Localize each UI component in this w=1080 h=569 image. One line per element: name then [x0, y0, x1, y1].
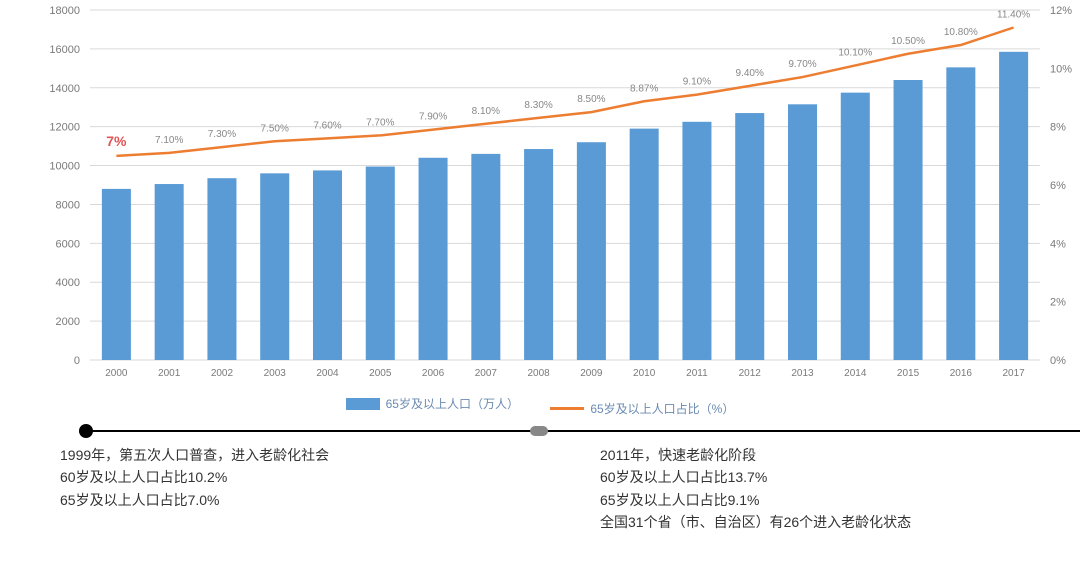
svg-text:10.50%: 10.50% — [891, 36, 925, 47]
note-line: 60岁及以上人口占比13.7% — [600, 466, 1070, 488]
svg-text:2004: 2004 — [316, 368, 339, 379]
svg-text:2016: 2016 — [950, 368, 973, 379]
svg-text:9.10%: 9.10% — [683, 77, 711, 88]
svg-text:7.50%: 7.50% — [261, 123, 289, 134]
svg-text:2014: 2014 — [844, 368, 867, 379]
svg-text:7.30%: 7.30% — [208, 129, 236, 140]
svg-text:11.40%: 11.40% — [997, 10, 1030, 21]
notes-area: 1999年，第五次人口普查，进入老龄化社会 60岁及以上人口占比10.2% 65… — [0, 440, 1080, 569]
notes-right-col: 2011年，快速老龄化阶段 60岁及以上人口占比13.7% 65岁及以上人口占比… — [540, 440, 1080, 569]
note-line: 65岁及以上人口占比7.0% — [60, 489, 530, 511]
legend: 65岁及以上人口（万人） 65岁及以上人口占比（%） — [0, 395, 1080, 417]
svg-text:8.50%: 8.50% — [577, 94, 605, 105]
svg-text:10000: 10000 — [49, 161, 80, 173]
legend-bar-label: 65岁及以上人口（万人） — [386, 395, 519, 412]
legend-item-bar: 65岁及以上人口（万人） — [346, 395, 519, 412]
svg-text:2015: 2015 — [897, 368, 920, 379]
chart-area: 0 2000 4000 6000 8000 10000 12000 14000 16000 180… — [0, 0, 1080, 440]
svg-text:2003: 2003 — [264, 368, 287, 379]
svg-text:6%: 6% — [1050, 180, 1066, 192]
line-swatch-icon — [550, 407, 584, 410]
svg-text:2011: 2011 — [686, 368, 708, 379]
svg-text:10.10%: 10.10% — [838, 47, 872, 58]
svg-text:2017: 2017 — [1002, 368, 1025, 379]
svg-text:2008: 2008 — [527, 368, 550, 379]
svg-text:0: 0 — [74, 355, 80, 367]
svg-text:2012: 2012 — [739, 368, 762, 379]
svg-text:8%: 8% — [1050, 122, 1066, 134]
timeline-line — [85, 430, 1080, 432]
svg-text:14000: 14000 — [49, 83, 80, 95]
timeline-dot-1999 — [79, 424, 93, 438]
note-line: 65岁及以上人口占比9.1% — [600, 489, 1070, 511]
svg-text:2002: 2002 — [211, 368, 234, 379]
legend-item-line: 65岁及以上人口占比（%） — [550, 400, 734, 417]
svg-text:2000: 2000 — [56, 316, 80, 328]
svg-text:2010: 2010 — [633, 368, 656, 379]
note-line: 1999年，第五次人口普查，进入老龄化社会 — [60, 444, 530, 466]
svg-text:9.70%: 9.70% — [788, 59, 816, 70]
svg-text:9.40%: 9.40% — [736, 68, 764, 79]
svg-text:8.87%: 8.87% — [630, 83, 658, 94]
svg-text:2005: 2005 — [369, 368, 392, 379]
note-line: 60岁及以上人口占比10.2% — [60, 466, 530, 488]
svg-text:4%: 4% — [1050, 238, 1066, 250]
svg-text:7%: 7% — [106, 133, 127, 149]
svg-text:16000: 16000 — [49, 44, 80, 56]
legend-line-label: 65岁及以上人口占比（%） — [590, 400, 734, 417]
svg-text:8000: 8000 — [56, 199, 80, 211]
timeline-dot-2011 — [530, 426, 548, 436]
svg-text:2000: 2000 — [105, 368, 128, 379]
svg-text:10%: 10% — [1050, 63, 1072, 75]
svg-text:18000: 18000 — [49, 5, 80, 17]
svg-text:7.10%: 7.10% — [155, 135, 183, 146]
svg-text:2001: 2001 — [158, 368, 181, 379]
svg-text:2%: 2% — [1050, 297, 1066, 309]
svg-text:7.60%: 7.60% — [313, 120, 341, 131]
svg-text:2013: 2013 — [791, 368, 814, 379]
notes-left-col: 1999年，第五次人口普查，进入老龄化社会 60岁及以上人口占比10.2% 65… — [0, 440, 540, 569]
note-line: 全国31个省（市、自治区）有26个进入老龄化状态 — [600, 511, 1070, 533]
svg-text:6000: 6000 — [56, 238, 80, 250]
svg-text:7.70%: 7.70% — [366, 117, 394, 128]
chart-svg: 0 2000 4000 6000 8000 10000 12000 14000 16000 180… — [0, 0, 1080, 395]
svg-text:2009: 2009 — [580, 368, 603, 379]
svg-text:10.80%: 10.80% — [944, 27, 978, 38]
svg-text:8.30%: 8.30% — [524, 100, 552, 111]
svg-text:12%: 12% — [1050, 5, 1072, 17]
bar-swatch-icon — [346, 398, 380, 410]
note-line: 2011年，快速老龄化阶段 — [600, 444, 1070, 466]
svg-text:2007: 2007 — [475, 368, 498, 379]
svg-text:0%: 0% — [1050, 355, 1066, 367]
svg-text:2006: 2006 — [422, 368, 445, 379]
svg-text:12000: 12000 — [49, 122, 80, 134]
svg-text:8.10%: 8.10% — [472, 106, 500, 117]
svg-text:4000: 4000 — [56, 277, 80, 289]
svg-text:7.90%: 7.90% — [419, 112, 447, 123]
